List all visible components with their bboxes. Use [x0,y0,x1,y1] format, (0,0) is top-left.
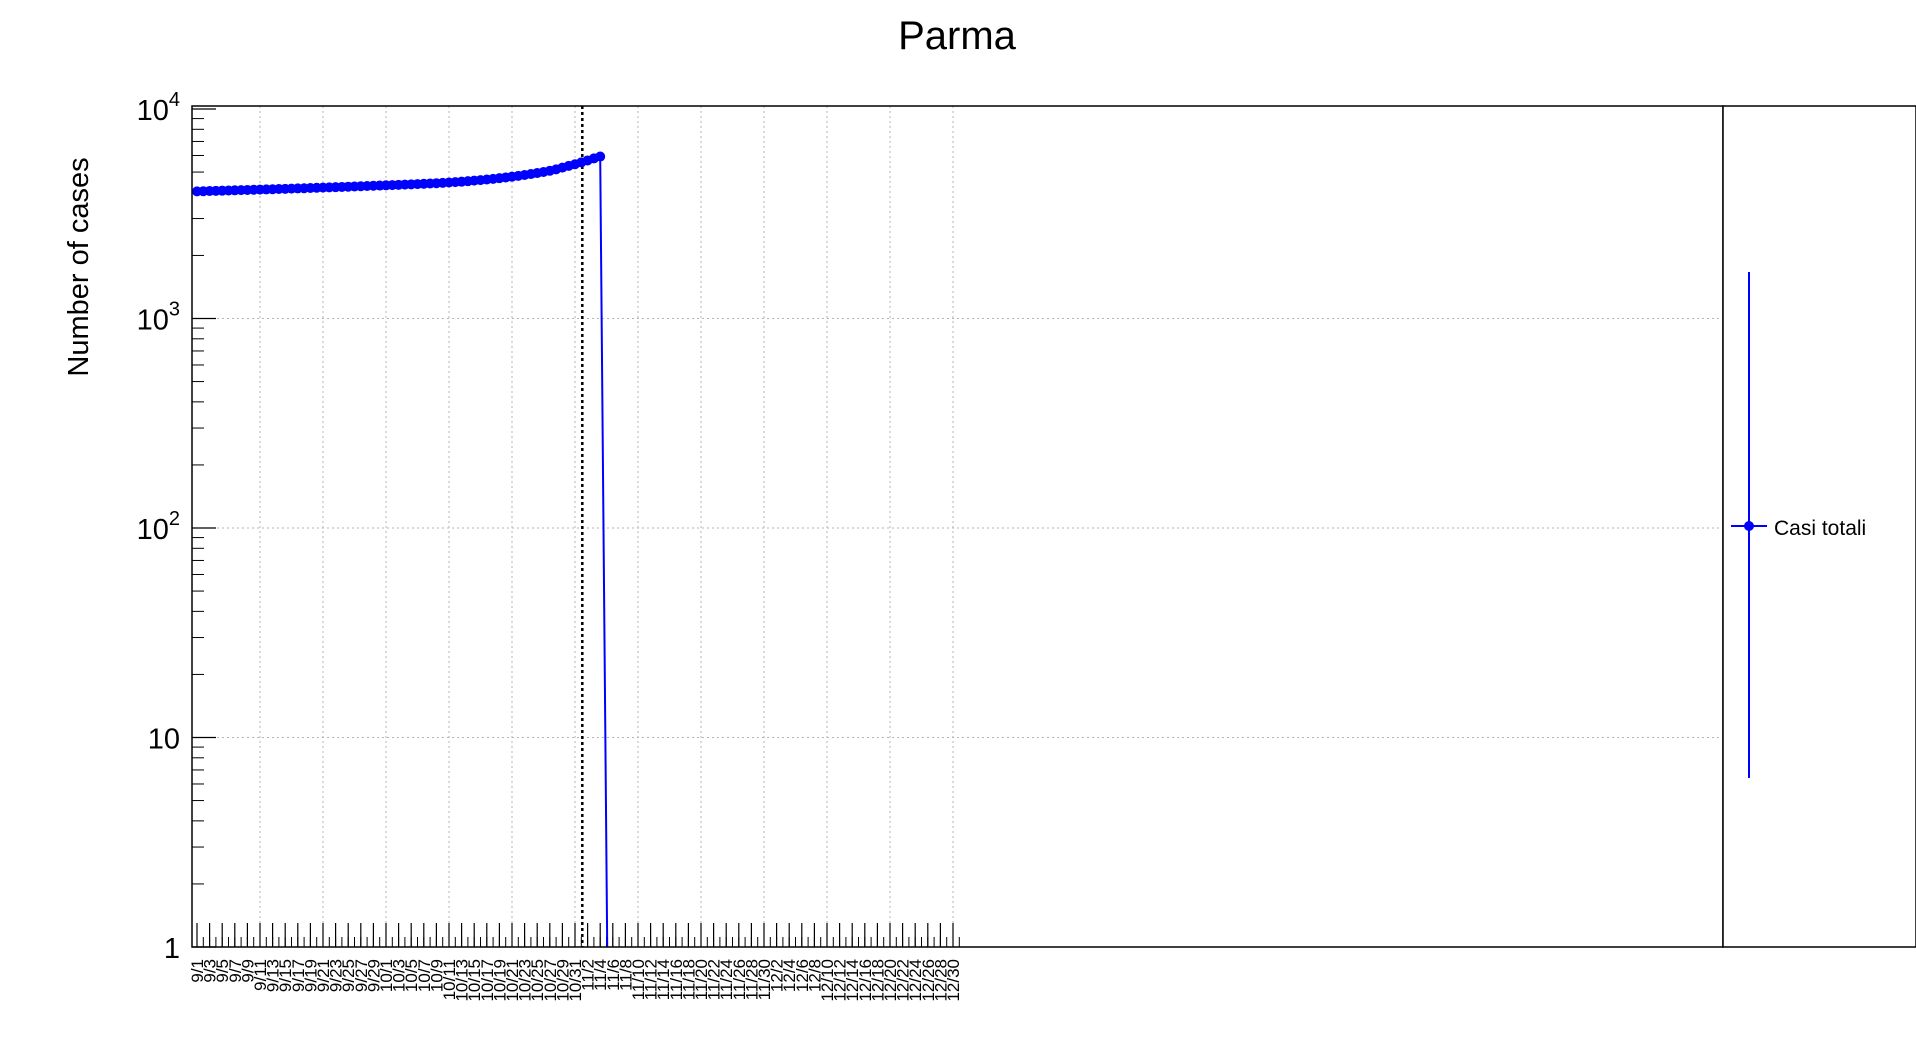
x-tick-label: 12/26 [919,959,938,1002]
x-tick-label: 9/1 [188,959,207,983]
x-tick-label: 12/28 [931,959,950,1002]
x-tick-label: 11/24 [717,959,736,1000]
x-tick-label: 12/30 [944,959,963,1002]
series-casi-totali [192,151,609,947]
x-tick-label: 11/14 [654,959,673,1000]
y-tick-label: 103 [137,299,180,337]
x-tick-label: 10/19 [490,959,509,1002]
x-tick-label: 11/18 [679,959,698,1000]
x-tick-label: 12/14 [843,959,862,1002]
x-tick-label: 10/13 [453,959,472,1002]
x-tick-label: 9/11 [251,959,270,991]
x-tick-label: 12/6 [793,959,812,992]
y-axis: 1 10 102 103 104 [137,89,216,965]
legend: Casi totali [1722,105,1916,948]
plot-frame [191,105,1724,948]
x-tick-label: 12/20 [881,959,900,1002]
x-tick-label: 11/6 [604,959,623,991]
x-tick-label: 11/30 [755,959,774,1000]
grid [192,106,1723,947]
x-tick-label: 11/26 [730,959,749,1000]
legend-marker-point [1744,521,1754,531]
x-tick-label: 9/5 [213,959,232,983]
x-tick-label: 12/16 [856,959,875,1002]
x-tick-label: 11/20 [692,959,711,1000]
x-axis: 9/19/39/59/79/99/119/139/159/179/199/219… [188,923,963,1002]
x-tick-label: 10/5 [402,959,421,992]
x-tick-label: 12/8 [805,959,824,992]
x-tick-label: 9/9 [238,959,257,983]
x-tick-label: 12/24 [906,959,925,1002]
x-tick-label: 12/4 [780,959,799,992]
x-tick-label: 12/18 [868,959,887,1002]
x-tick-label: 10/17 [478,959,497,1002]
x-tick-label: 10/25 [528,959,547,1002]
series-drop-line [599,156,609,947]
data-point [595,151,606,162]
x-tick-label: 11/16 [667,959,686,1000]
x-tick-label: 9/29 [364,959,383,992]
legend-entry-casi-totali: Casi totali [1774,517,1866,540]
x-tick-label: 12/22 [894,959,913,1002]
x-tick-label: 10/23 [516,959,535,1002]
x-tick-label: 10/27 [541,959,560,1002]
x-tick-label: 9/27 [352,959,371,992]
x-tick-label: 9/15 [276,959,295,992]
y-tick-label: 104 [137,89,180,127]
x-tick-label: 10/21 [503,959,522,1002]
x-tick-label: 11/10 [629,959,648,1000]
x-tick-label: 9/7 [226,959,245,983]
x-tick-label: 9/21 [314,959,333,992]
x-tick-label: 11/2 [579,959,598,991]
x-tick-label: 11/22 [705,959,724,1000]
y-tick-label: 102 [137,508,180,546]
y-tick-label: 10 [148,724,180,756]
x-tick-label: 10/9 [427,959,446,992]
x-tick-label: 12/10 [818,959,837,1002]
x-tick-label: 10/11 [440,959,459,1000]
x-tick-label: 9/17 [289,959,308,992]
x-tick-label: 10/3 [390,959,409,992]
x-tick-label: 9/25 [339,959,358,992]
x-tick-label: 9/3 [201,959,220,983]
x-tick-label: 9/13 [264,959,283,992]
x-tick-label: 9/19 [301,959,320,992]
x-tick-label: 11/12 [642,959,661,1000]
x-tick-label: 9/23 [327,959,346,992]
x-tick-label: 12/2 [768,959,787,992]
x-tick-label: 10/31 [566,959,585,1002]
y-tick-label: 1 [164,933,180,965]
x-tick-label: 10/7 [415,959,434,992]
x-tick-label: 11/8 [616,959,635,991]
x-tick-label: 11/28 [742,959,761,1000]
chart-title: Parma [898,14,1017,58]
x-tick-label: 10/29 [553,959,572,1002]
x-tick-label: 11/4 [591,959,610,991]
x-tick-label: 10/1 [377,959,396,992]
x-tick-label: 12/12 [831,959,850,1002]
x-tick-label: 10/15 [465,959,484,1002]
y-axis-label: Number of cases [63,157,95,376]
